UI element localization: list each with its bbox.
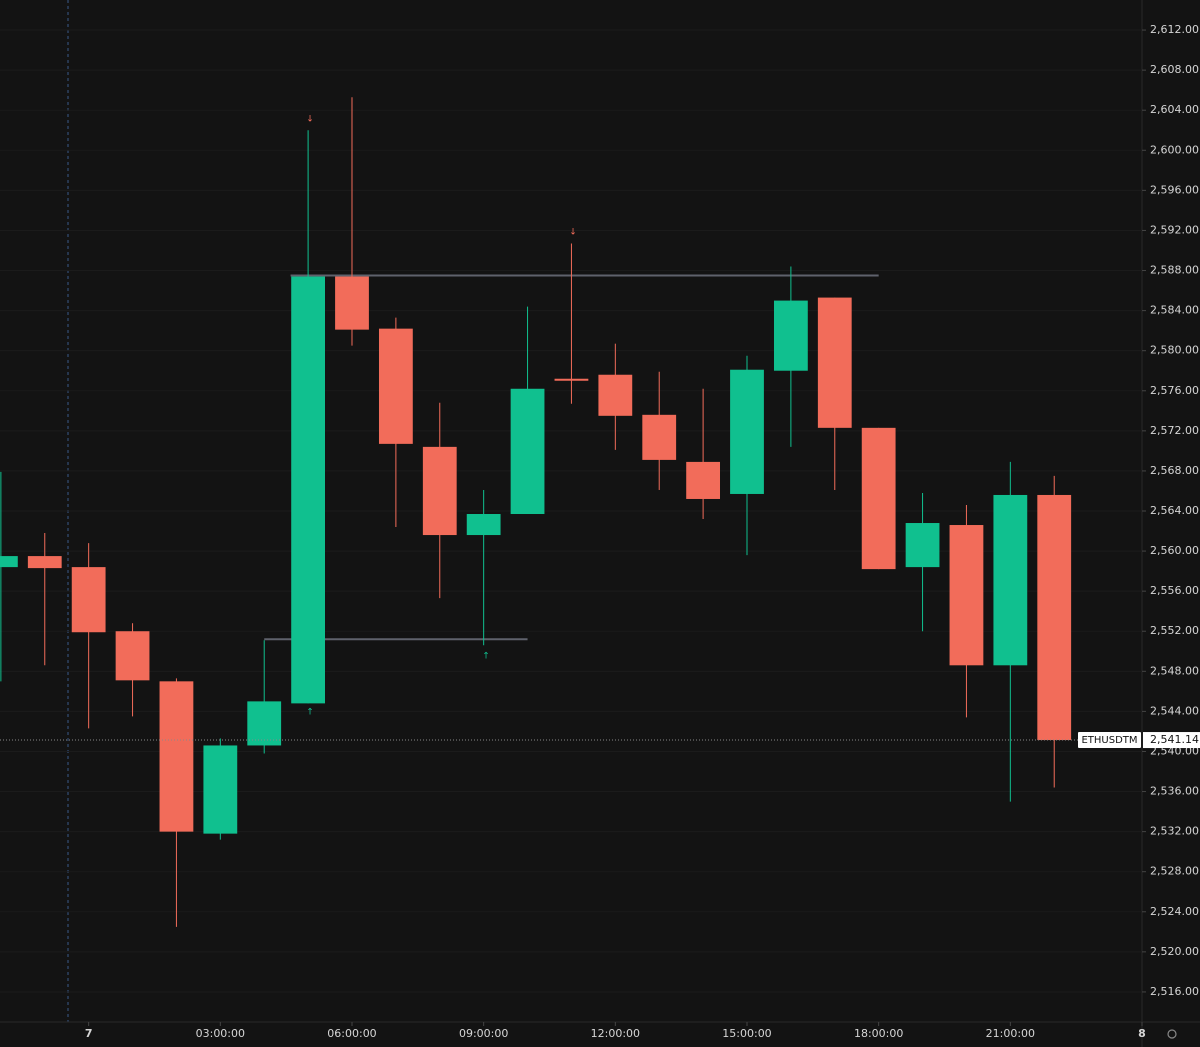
x-tick-label: 09:00:00: [459, 1027, 508, 1040]
candle: [817, 297, 852, 490]
candle-body: [291, 276, 326, 704]
candle-body: [335, 276, 369, 330]
candle: [159, 678, 194, 927]
y-tick-label: 2,608.00: [1150, 63, 1199, 76]
x-tick-label: 06:00:00: [327, 1027, 376, 1040]
candle: [335, 97, 369, 346]
y-tick-label: 2,532.00: [1150, 825, 1199, 838]
y-tick-label: 2,548.00: [1150, 664, 1199, 677]
candle-body: [27, 556, 62, 569]
y-tick-label: 2,612.00: [1150, 23, 1199, 36]
y-tick-label: 2,560.00: [1150, 544, 1199, 557]
candle: [554, 243, 589, 404]
candle-body: [466, 514, 501, 536]
candle-body: [905, 523, 940, 568]
candle-body: [247, 701, 282, 746]
symbol-tag: [1078, 732, 1141, 749]
candle-body: [730, 369, 764, 494]
candle-body: [0, 556, 18, 568]
candle: [949, 504, 984, 718]
candle: [510, 306, 545, 515]
candle: [686, 388, 721, 520]
candle-body: [993, 494, 1028, 666]
x-tick-label: 21:00:00: [986, 1027, 1035, 1040]
candle: [598, 343, 633, 450]
candle: [115, 623, 150, 717]
plot: 2,612.00 2,608.00 2,604.00 2,600.00 2,596.00…: [0, 23, 1199, 1040]
y-tick-label: 2,572.00: [1150, 424, 1199, 437]
y-tick-label: 2,580.00: [1150, 344, 1199, 357]
candle: [730, 355, 764, 556]
candle-body: [1037, 494, 1072, 741]
candle-body: [115, 631, 150, 681]
candle: [247, 640, 282, 754]
y-tick-label: 2,524.00: [1150, 905, 1199, 918]
y-tick-label: 2,520.00: [1150, 945, 1199, 958]
x-tick-label: 15:00:00: [722, 1027, 771, 1040]
y-tick-label: 2,568.00: [1150, 464, 1199, 477]
y-tick-label: 2,544.00: [1150, 704, 1199, 717]
candle-body: [642, 414, 677, 460]
candle: [291, 130, 326, 704]
y-tick-label: 2,536.00: [1150, 785, 1199, 798]
candle-body: [378, 328, 413, 444]
y-tick-label: 2,600.00: [1150, 143, 1199, 156]
y-tick-label: 2,588.00: [1150, 264, 1199, 277]
x-tick-label: 03:00:00: [196, 1027, 245, 1040]
candle: [861, 427, 896, 570]
candle: [27, 533, 62, 666]
candle: [993, 461, 1028, 802]
candle-body: [686, 461, 721, 499]
y-tick-label: 2,564.00: [1150, 504, 1199, 517]
price-tag: [1143, 732, 1200, 749]
x-tick-label: 12:00:00: [591, 1027, 640, 1040]
candle: [422, 402, 457, 599]
candle-body: [949, 525, 984, 666]
y-tick-label: 2,604.00: [1150, 103, 1199, 116]
y-tick-label: 2,516.00: [1150, 985, 1199, 998]
candle: [203, 738, 238, 840]
x-tick-label: 8: [1138, 1027, 1146, 1040]
candle-body: [159, 681, 194, 832]
candle: [378, 317, 413, 528]
candle-body: [817, 297, 852, 428]
symbol-label: ETHUSDTM: [1081, 735, 1137, 746]
buy-arrow: ↑: [306, 708, 314, 718]
candle-body: [203, 745, 238, 834]
y-tick-label: 2,528.00: [1150, 865, 1199, 878]
gear[interactable]: [1167, 1029, 1177, 1039]
candle: [0, 471, 18, 682]
candle: [71, 543, 106, 729]
y-tick-label: 2,576.00: [1150, 384, 1199, 397]
y-tick-label: 2,556.00: [1150, 584, 1199, 597]
candle: [773, 266, 808, 447]
y-tick-label: 2,592.00: [1150, 223, 1199, 236]
candle: [642, 371, 677, 490]
y-tick-label: 2,596.00: [1150, 183, 1199, 196]
candle-body: [510, 388, 545, 515]
candle-body: [71, 567, 106, 633]
candle-body: [861, 427, 896, 570]
x-tick-label: 18:00:00: [854, 1027, 903, 1040]
candle: [905, 492, 940, 632]
y-tick-label: 2,584.00: [1150, 304, 1199, 317]
settings-icon[interactable]: [1167, 1029, 1177, 1039]
candle-body: [598, 374, 633, 416]
candle-body: [422, 446, 457, 536]
sell-arrow: ↓: [569, 228, 577, 238]
buy-arrow: ↑: [482, 652, 490, 662]
y-tick-label: 2,552.00: [1150, 624, 1199, 637]
price-label: 2,541.14: [1150, 733, 1199, 746]
candle: [1037, 475, 1072, 788]
x-tick-label: 7: [85, 1027, 93, 1040]
candle: [466, 489, 501, 646]
candle-body: [773, 300, 808, 371]
candle-body: [554, 378, 589, 381]
sell-arrow: ↓: [306, 115, 314, 125]
signal-markers: ↓ ↓ ↑ ↑: [306, 115, 577, 718]
